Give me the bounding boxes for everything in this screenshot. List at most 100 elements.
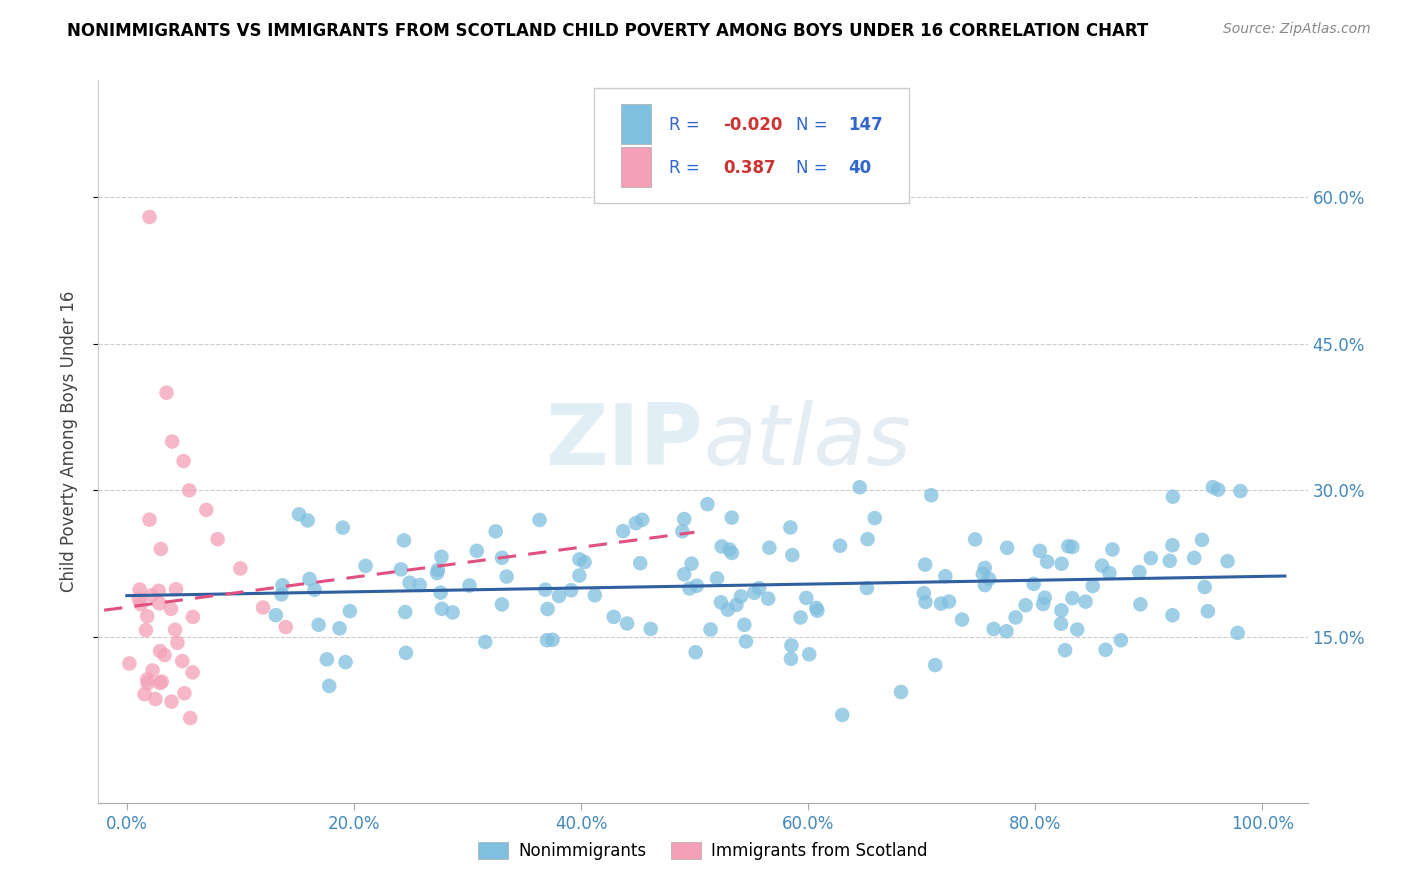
Point <box>529 513 551 527</box>
Point <box>972 566 994 581</box>
Point <box>160 602 183 616</box>
Point <box>541 632 564 647</box>
Point <box>914 595 936 609</box>
Point <box>181 610 204 624</box>
Point <box>195 503 218 517</box>
Point <box>118 657 141 671</box>
Point <box>138 210 160 224</box>
Point <box>568 568 591 582</box>
Point <box>1109 633 1132 648</box>
Point <box>181 665 204 680</box>
Point <box>179 483 201 498</box>
Point <box>339 604 361 618</box>
Text: Source: ZipAtlas.com: Source: ZipAtlas.com <box>1223 22 1371 37</box>
Point <box>1202 480 1225 494</box>
Point <box>318 679 340 693</box>
Point <box>1054 643 1077 657</box>
Point <box>534 582 557 597</box>
Point <box>148 583 170 598</box>
Point <box>574 555 596 569</box>
Point <box>640 622 662 636</box>
Point <box>548 589 571 603</box>
Point <box>856 532 879 546</box>
Point <box>536 633 558 648</box>
Point <box>1161 608 1184 623</box>
Point <box>392 533 415 548</box>
Point <box>297 513 319 527</box>
Point <box>395 646 418 660</box>
Point <box>136 676 159 690</box>
Point <box>409 578 432 592</box>
Point <box>628 556 651 570</box>
Point <box>730 590 752 604</box>
Point <box>474 635 496 649</box>
Point <box>1191 533 1213 547</box>
Text: N =: N = <box>796 116 828 134</box>
Point <box>1101 542 1123 557</box>
Point <box>735 634 758 648</box>
Point <box>354 558 377 573</box>
Point <box>165 582 187 597</box>
Point <box>914 558 936 572</box>
Point <box>165 623 187 637</box>
Point <box>624 516 647 530</box>
Text: NONIMMIGRANTS VS IMMIGRANTS FROM SCOTLAND CHILD POVERTY AMONG BOYS UNDER 16 CORR: NONIMMIGRANTS VS IMMIGRANTS FROM SCOTLAN… <box>67 22 1149 40</box>
Point <box>274 620 297 634</box>
Point <box>160 695 183 709</box>
Point <box>335 655 357 669</box>
Point <box>725 598 748 612</box>
Point <box>1129 597 1152 611</box>
Point <box>1194 580 1216 594</box>
Point <box>678 582 700 596</box>
Point <box>389 562 412 576</box>
Point <box>721 546 744 560</box>
Point <box>673 512 696 526</box>
Point <box>153 648 176 662</box>
Point <box>495 569 517 583</box>
Point <box>128 582 150 597</box>
Point <box>686 579 709 593</box>
Point <box>890 685 912 699</box>
Point <box>706 571 728 585</box>
Point <box>856 581 879 595</box>
Point <box>328 621 350 635</box>
Point <box>129 597 152 611</box>
Point <box>179 711 201 725</box>
Point <box>1128 565 1150 579</box>
Point <box>315 652 337 666</box>
Point <box>912 586 935 600</box>
Point <box>149 676 172 690</box>
Point <box>995 541 1018 555</box>
Point <box>806 604 828 618</box>
Point <box>441 606 464 620</box>
Text: 40: 40 <box>848 160 872 178</box>
Point <box>568 552 591 566</box>
Point <box>1216 554 1239 568</box>
Point <box>789 610 811 624</box>
Point <box>207 532 229 546</box>
Point <box>673 567 696 582</box>
Point <box>681 557 703 571</box>
Point <box>710 595 733 609</box>
Point <box>799 648 821 662</box>
Point <box>148 596 170 610</box>
Point <box>973 561 995 575</box>
Point <box>1022 577 1045 591</box>
Point <box>616 616 638 631</box>
Point <box>1057 539 1080 553</box>
Point <box>733 617 755 632</box>
Point <box>141 588 163 602</box>
Point <box>748 581 770 595</box>
Point <box>308 617 330 632</box>
Point <box>1036 555 1059 569</box>
Point <box>1140 551 1163 566</box>
FancyBboxPatch shape <box>595 87 908 203</box>
Point <box>977 572 1000 586</box>
Point <box>720 510 742 524</box>
Point <box>1062 540 1084 554</box>
Point <box>1029 544 1052 558</box>
Point <box>135 623 157 637</box>
Point <box>804 600 827 615</box>
Point <box>1159 554 1181 568</box>
Point <box>1050 603 1073 617</box>
